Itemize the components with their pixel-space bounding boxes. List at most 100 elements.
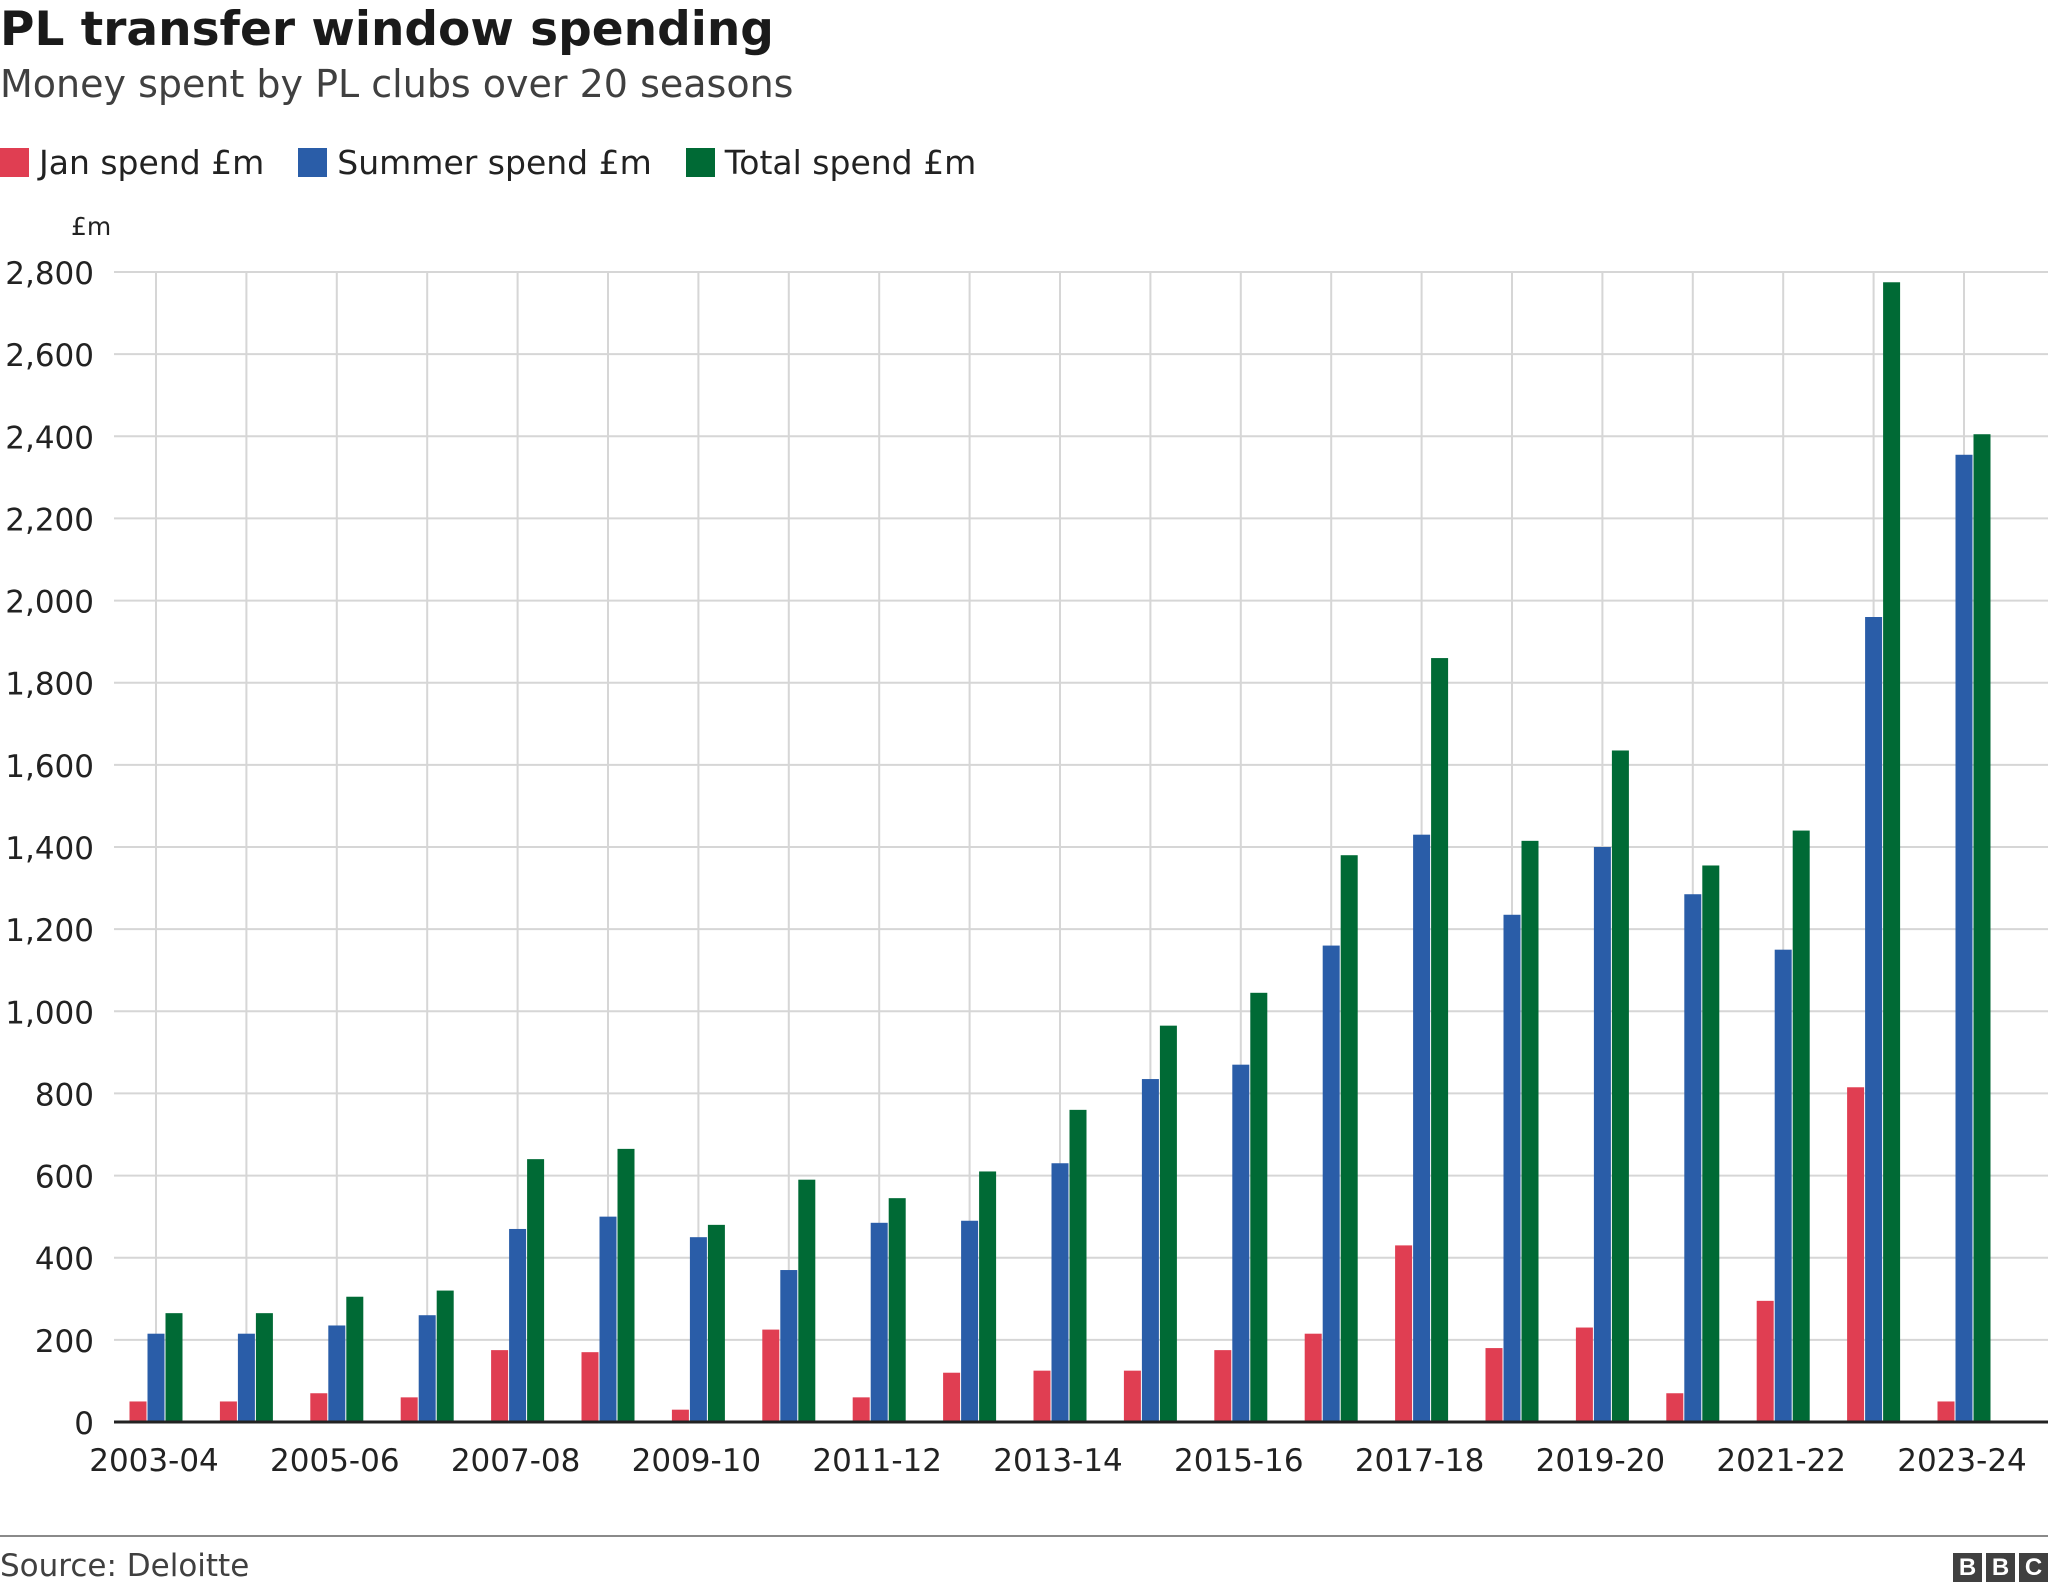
bar-jan-spend	[1937, 1401, 1955, 1422]
bar-summer-spend	[1684, 894, 1702, 1422]
bar-summer-spend	[1503, 914, 1521, 1422]
y-tick-label: 1,600	[5, 749, 94, 785]
bars	[129, 282, 1991, 1423]
x-tick-label: 2017-18	[1355, 1443, 1485, 1479]
bar-total-spend	[255, 1313, 273, 1422]
bar-total-spend	[1973, 434, 1991, 1422]
bar-summer-spend	[418, 1315, 436, 1422]
bar-summer-spend	[780, 1270, 798, 1422]
bar-summer-spend	[689, 1237, 707, 1422]
chart-subtitle: Money spent by PL clubs over 20 seasons	[0, 62, 794, 106]
bar-jan-spend	[1304, 1333, 1322, 1422]
bar-total-spend	[1792, 830, 1810, 1422]
bar-total-spend	[1611, 750, 1629, 1422]
bar-jan-spend	[1575, 1327, 1593, 1422]
bar-total-spend	[888, 1198, 906, 1422]
bar-summer-spend	[328, 1325, 346, 1422]
bar-summer-spend	[1593, 847, 1611, 1422]
y-tick-label: 2,800	[5, 256, 94, 292]
x-tick-labels: 2003-04 2005-06 2007-08 2009-10 2011-12 2013-…	[89, 1443, 2027, 1479]
bar-jan-spend	[1395, 1245, 1413, 1422]
bar-total-spend	[1883, 282, 1901, 1423]
bar-summer-spend	[1141, 1079, 1159, 1422]
bbc-logo: B B C	[1953, 1553, 2048, 1582]
x-tick-label: 2013-14	[993, 1443, 1123, 1479]
y-tick-label: 1,400	[5, 831, 94, 867]
bar-summer-spend	[1322, 945, 1340, 1422]
bar-summer-spend	[1865, 617, 1883, 1422]
bar-total-spend	[1069, 1109, 1087, 1422]
x-tick-label: 2015-16	[1174, 1443, 1304, 1479]
legend: Jan spend £m Summer spend £m Total spend…	[0, 142, 1010, 182]
legend-label-total: Total spend £m	[724, 142, 977, 182]
y-tick-label: 1,200	[5, 913, 94, 949]
bar-jan-spend	[671, 1409, 689, 1422]
bar-chart: 0 200 400 600 800 1,000 1,200 1,400 1,600 1,800 2,…	[5, 256, 2048, 1479]
bar-jan-spend	[1485, 1348, 1503, 1422]
x-tick-label: 2021-22	[1716, 1443, 1846, 1479]
bar-jan-spend	[400, 1397, 418, 1422]
bar-jan-spend	[219, 1401, 237, 1422]
y-tick-label: 0	[74, 1406, 94, 1442]
x-tick-label: 2019-20	[1536, 1443, 1666, 1479]
bar-jan-spend	[1756, 1300, 1774, 1422]
x-tick-label: 2023-24	[1897, 1443, 2027, 1479]
y-tick-label: 800	[35, 1077, 94, 1113]
bbc-logo-letter: B	[1953, 1553, 1982, 1582]
bar-total-spend	[1159, 1025, 1177, 1422]
bar-summer-spend	[1232, 1064, 1250, 1422]
legend-swatch-jan	[0, 147, 29, 177]
bar-jan-spend	[1033, 1370, 1051, 1422]
bar-total-spend	[1431, 658, 1449, 1422]
legend-item-summer: Summer spend £m	[298, 142, 652, 182]
x-tick-label: 2007-08	[451, 1443, 581, 1479]
bar-jan-spend	[943, 1372, 961, 1422]
bar-jan-spend	[491, 1350, 509, 1422]
bar-summer-spend	[599, 1216, 617, 1422]
legend-item-jan: Jan spend £m	[0, 143, 264, 182]
bbc-logo-letter: B	[1986, 1553, 2015, 1582]
bar-jan-spend	[1847, 1087, 1865, 1422]
bar-total-spend	[1250, 992, 1268, 1422]
y-axis-unit-label: £m	[71, 212, 112, 241]
bar-jan-spend	[1214, 1350, 1232, 1422]
y-tick-label: 1,800	[5, 667, 94, 703]
bar-summer-spend	[1955, 454, 1973, 1423]
source-note: Source: Deloitte	[0, 1548, 250, 1584]
footer-divider	[0, 1535, 2048, 1537]
chart-title: PL transfer window spending	[0, 2, 774, 57]
x-tick-label: 2011-12	[812, 1443, 942, 1479]
bar-summer-spend	[1051, 1163, 1069, 1422]
y-tick-label: 600	[35, 1160, 94, 1196]
bar-total-spend	[527, 1159, 545, 1422]
bar-total-spend	[346, 1296, 364, 1422]
y-tick-label: 2,000	[5, 585, 94, 621]
bar-total-spend	[617, 1148, 635, 1422]
y-tick-label: 2,600	[5, 338, 94, 374]
bar-summer-spend	[1413, 834, 1431, 1422]
bar-total-spend	[165, 1313, 183, 1422]
legend-swatch-total	[685, 147, 715, 177]
bar-jan-spend	[852, 1397, 870, 1422]
bar-total-spend	[1702, 865, 1720, 1422]
bar-jan-spend	[310, 1393, 328, 1422]
y-tick-label: 2,200	[5, 502, 94, 538]
bar-summer-spend	[870, 1222, 888, 1422]
x-tick-label: 2003-04	[89, 1443, 219, 1479]
bar-summer-spend	[1774, 949, 1792, 1422]
bar-total-spend	[979, 1171, 997, 1422]
bar-total-spend	[1340, 855, 1358, 1422]
bar-jan-spend	[1666, 1393, 1684, 1422]
bar-summer-spend	[509, 1228, 527, 1422]
bar-jan-spend	[762, 1329, 780, 1422]
bar-total-spend	[798, 1179, 816, 1422]
y-tick-labels: 0 200 400 600 800 1,000 1,200 1,400 1,600 1,800 2,…	[5, 256, 94, 1442]
legend-swatch-summer	[298, 147, 328, 177]
y-tick-label: 1,000	[5, 995, 94, 1031]
legend-label-summer: Summer spend £m	[337, 142, 652, 182]
legend-label-jan: Jan spend £m	[39, 142, 265, 182]
y-tick-label: 2,400	[5, 420, 94, 456]
x-tick-label: 2005-06	[270, 1443, 400, 1479]
x-tick-label: 2009-10	[632, 1443, 762, 1479]
bbc-logo-letter: C	[2019, 1553, 2048, 1582]
